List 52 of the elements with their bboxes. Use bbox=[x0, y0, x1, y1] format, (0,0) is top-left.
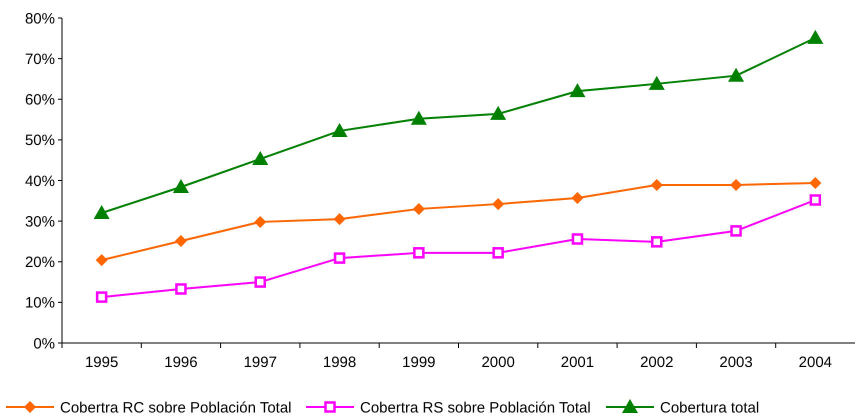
x-tick-label: 1996 bbox=[164, 354, 198, 371]
y-tick-label: 0% bbox=[33, 335, 55, 352]
y-tick-label: 30% bbox=[24, 213, 55, 230]
point bbox=[810, 194, 822, 206]
point bbox=[569, 83, 586, 98]
x-tick-label: 1995 bbox=[84, 354, 118, 371]
point bbox=[96, 291, 108, 303]
point bbox=[571, 192, 584, 204]
y-tick-label: 70% bbox=[24, 50, 55, 68]
x-tick-label: 1998 bbox=[322, 354, 356, 371]
x-tick-label: 2001 bbox=[560, 354, 594, 371]
point bbox=[94, 205, 110, 219]
point bbox=[334, 213, 346, 226]
y-tick-label: 20% bbox=[24, 254, 55, 271]
point bbox=[413, 247, 425, 259]
x-tick-label: 2000 bbox=[481, 354, 515, 371]
y-tick-label: 40% bbox=[24, 172, 55, 190]
y-tick-label: 80% bbox=[24, 10, 55, 28]
point bbox=[572, 233, 584, 245]
x-tick-label: 1997 bbox=[244, 354, 277, 371]
point bbox=[254, 216, 266, 228]
point bbox=[96, 254, 108, 266]
point bbox=[490, 106, 506, 120]
point bbox=[728, 68, 744, 82]
point bbox=[332, 122, 348, 137]
point bbox=[252, 150, 268, 165]
legend-label: Cobertura total bbox=[660, 399, 760, 416]
x-tick-label: 1999 bbox=[402, 354, 436, 371]
y-tick-label: 60% bbox=[24, 92, 55, 108]
point bbox=[254, 276, 266, 288]
point bbox=[410, 110, 427, 125]
point bbox=[650, 178, 663, 191]
point bbox=[334, 252, 346, 264]
x-tick-label: 2003 bbox=[719, 354, 753, 371]
point bbox=[730, 225, 742, 237]
y-tick-label: 50% bbox=[24, 132, 55, 150]
point bbox=[730, 178, 742, 191]
point bbox=[648, 76, 665, 90]
point bbox=[492, 247, 504, 259]
legend-label: Cobertra RC sobre Población Total bbox=[60, 399, 292, 416]
legend-label: Cobertra RS sobre Población Total bbox=[360, 399, 591, 416]
x-tick-label: 2002 bbox=[640, 354, 674, 371]
y-tick-label: 10% bbox=[24, 294, 55, 312]
point bbox=[807, 30, 824, 44]
point bbox=[175, 283, 187, 295]
point bbox=[492, 198, 504, 210]
point bbox=[651, 236, 662, 248]
point bbox=[809, 176, 822, 189]
point bbox=[172, 179, 189, 193]
point bbox=[412, 202, 425, 215]
point bbox=[174, 235, 187, 248]
x-tick-label: 2004 bbox=[798, 354, 832, 371]
